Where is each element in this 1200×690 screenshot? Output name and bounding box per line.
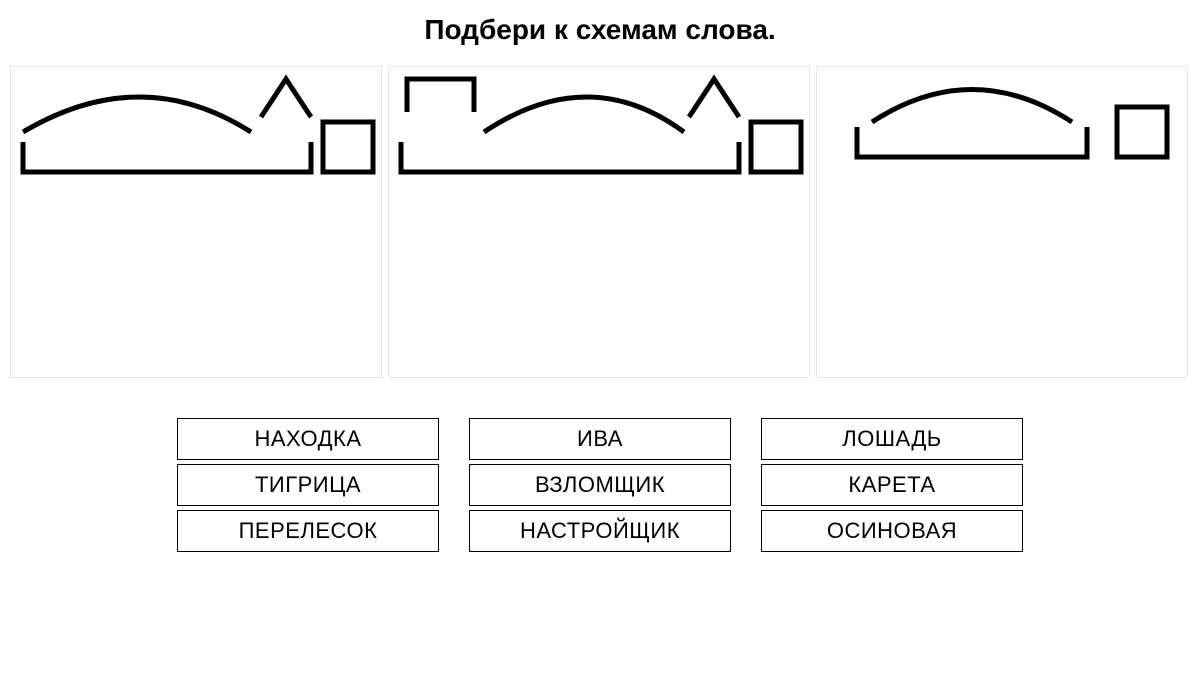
word-card[interactable]: ИВА [469, 418, 731, 460]
scheme-card-1[interactable] [10, 66, 382, 378]
scheme-2-svg [389, 67, 809, 217]
word-card[interactable]: НАХОДКА [177, 418, 439, 460]
word-card[interactable]: ПЕРЕЛЕСОК [177, 510, 439, 552]
scheme-3-svg [817, 67, 1187, 217]
scheme-1-svg [11, 67, 381, 217]
word-card[interactable]: ЛОШАДЬ [761, 418, 1023, 460]
word-card[interactable]: КАРЕТА [761, 464, 1023, 506]
word-card[interactable]: НАСТРОЙЩИК [469, 510, 731, 552]
word-card[interactable]: ВЗЛОМЩИК [469, 464, 731, 506]
scheme-card-3[interactable] [816, 66, 1188, 378]
word-card[interactable]: ОСИНОВАЯ [761, 510, 1023, 552]
words-area: НАХОДКА ИВА ЛОШАДЬ ТИГРИЦА ВЗЛОМЩИК КАРЕ… [0, 418, 1200, 552]
scheme-card-2[interactable] [388, 66, 810, 378]
schemes-row [0, 66, 1200, 378]
word-card[interactable]: ТИГРИЦА [177, 464, 439, 506]
words-row-1: НАХОДКА ИВА ЛОШАДЬ [177, 418, 1023, 460]
worksheet-title: Подбери к схемам слова. [0, 14, 1200, 46]
words-row-2: ТИГРИЦА ВЗЛОМЩИК КАРЕТА [177, 464, 1023, 506]
words-row-3: ПЕРЕЛЕСОК НАСТРОЙЩИК ОСИНОВАЯ [177, 510, 1023, 552]
